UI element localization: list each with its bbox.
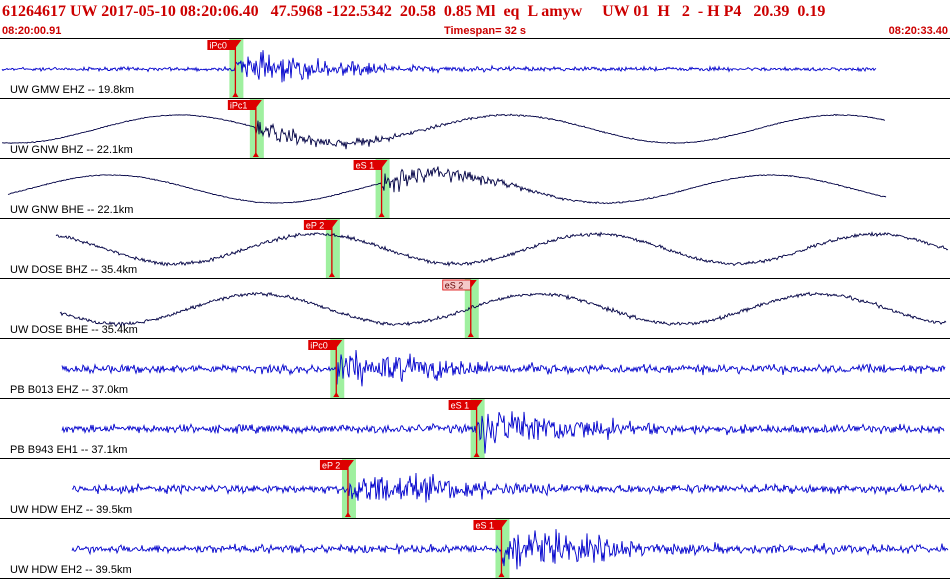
waveform-line (61, 349, 946, 387)
channel-trace[interactable]: eS 1 UW HDW EH2 -- 39.5km (0, 519, 950, 579)
pick-flag-icon (255, 100, 262, 108)
pick-marker-icon (467, 332, 474, 337)
start-time-label: 08:20:00.91 (2, 25, 62, 37)
pick-label[interactable]: eS 1 (451, 401, 470, 411)
event-header: 61264617 UW 2017-05-10 08:20:06.40 47.59… (2, 3, 826, 20)
channel-trace[interactable]: iPc0 UW GMW EHZ -- 19.8km (0, 39, 950, 99)
channel-label: UW HDW EH2 -- 39.5km (10, 564, 132, 576)
pick-window (470, 399, 485, 458)
pick-flag-icon (336, 340, 343, 348)
pick-label-box (353, 160, 382, 170)
pick-window (229, 39, 244, 98)
pick-label[interactable]: eP 2 (306, 221, 324, 231)
pick-label-box (308, 340, 337, 350)
channel-label: UW GNW BHE -- 22.1km (10, 204, 133, 216)
channel-trace[interactable]: eP 2 UW DOSE BHZ -- 35.4km (0, 219, 950, 279)
pick-label-box (473, 520, 502, 530)
pick-label-box (448, 400, 477, 410)
pick-flag-icon (501, 520, 508, 528)
pick-label-box (227, 100, 256, 110)
pick-label[interactable]: iPc0 (209, 41, 227, 51)
pick-marker-icon (378, 212, 385, 217)
waveform-panel[interactable]: iPc0 UW GMW EHZ -- 19.8km iPc1 UW GNW BHZ -… (0, 39, 950, 580)
pick-marker-icon (344, 512, 351, 517)
channel-label: UW GMW EHZ -- 19.8km (10, 84, 134, 96)
pick-flag-icon (235, 40, 242, 48)
waveform-line (55, 231, 949, 267)
channel-label: UW GNW BHZ -- 22.1km (10, 144, 133, 156)
header-divider (0, 38, 950, 39)
channel-label: UW HDW EHZ -- 39.5km (10, 504, 132, 516)
waveform-line (2, 113, 885, 150)
pick-window (495, 519, 510, 578)
channel-trace[interactable]: eP 2 UW HDW EHZ -- 39.5km (0, 459, 950, 519)
waveform-line (7, 166, 887, 205)
pick-label[interactable]: iPc1 (230, 101, 248, 111)
pick-flag-icon (470, 280, 477, 288)
pick-label-box (303, 220, 332, 230)
pick-marker-icon (232, 92, 239, 97)
channel-trace[interactable]: iPc1 UW GNW BHZ -- 22.1km (0, 99, 950, 159)
pick-flag-icon (381, 160, 388, 168)
pick-flag-icon (476, 400, 483, 408)
pick-flag-icon (331, 220, 338, 228)
pick-window (325, 219, 340, 278)
channel-label: UW DOSE BHE -- 35.4km (10, 324, 138, 336)
channel-label: PB B013 EHZ -- 37.0km (10, 384, 128, 396)
pick-marker-icon (252, 152, 259, 157)
channel-trace[interactable]: eS 1 UW GNW BHE -- 22.1km (0, 159, 950, 219)
pick-flag-icon (347, 460, 354, 468)
timespan-label: Timespan= 32 s (443, 25, 527, 37)
channel-trace[interactable]: eS 2 UW DOSE BHE -- 35.4km (0, 279, 950, 339)
pick-window (330, 339, 345, 398)
pick-label-box (207, 40, 236, 50)
pick-marker-icon (333, 392, 340, 397)
pick-marker-icon (328, 272, 335, 277)
pick-label[interactable]: iPc0 (310, 341, 328, 351)
pick-label[interactable]: eS 1 (475, 521, 494, 531)
pick-marker-icon (498, 572, 505, 577)
waveform-line (61, 411, 945, 454)
pick-marker-icon (473, 452, 480, 457)
pick-label[interactable]: eS 2 (445, 281, 464, 291)
pick-label[interactable]: eP 2 (322, 461, 340, 471)
waveform-line (59, 291, 947, 328)
waveform-line (71, 529, 949, 570)
pick-window (375, 159, 390, 218)
waveform-line (1, 50, 877, 83)
channel-trace[interactable]: iPc0 PB B013 EHZ -- 37.0km (0, 339, 950, 399)
pick-window (464, 279, 479, 338)
channel-trace[interactable]: eS 1 PB B943 EH1 -- 37.1km (0, 399, 950, 459)
end-time-label: 08:20:33.40 (888, 25, 948, 37)
channel-label: UW DOSE BHZ -- 35.4km (10, 264, 137, 276)
pick-window (341, 459, 356, 518)
pick-label[interactable]: eS 1 (356, 161, 375, 171)
pick-label-box (319, 460, 348, 470)
waveform-line (71, 472, 945, 503)
channel-label: PB B943 EH1 -- 37.1km (10, 444, 127, 456)
